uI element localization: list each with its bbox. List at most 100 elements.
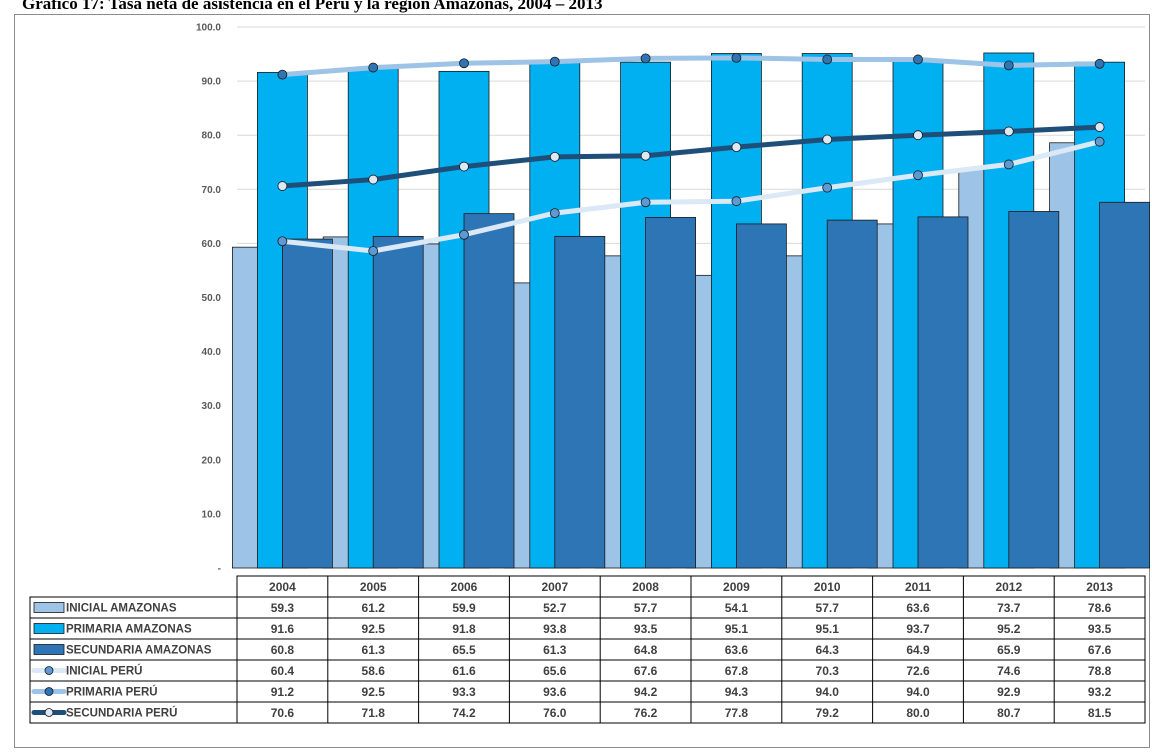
data-label: 71.8 [362,706,386,720]
point-secundaria-peru [277,181,288,191]
point-inicial-peru [1003,159,1014,170]
chart-title: Gráfico 17: Tasa neta de asistencia en e… [22,0,603,13]
data-label: 57.7 [816,601,840,615]
point-primaria-peru [368,62,379,73]
data-label: 65.5 [452,643,476,657]
data-label: 91.2 [271,685,295,699]
data-label: 61.6 [452,664,476,678]
legend-key-inicial-amazonas [33,602,65,613]
x-tick-label: 2012 [995,580,1022,594]
legend-key-secundaria-amazonas [33,644,65,655]
y-tick-label: 70.0 [202,185,222,196]
data-label: 93.2 [1088,685,1112,699]
y-tick-label: 100.0 [196,23,221,34]
bar-secundaria-amazonas [554,235,606,569]
data-label: 93.5 [1088,622,1112,636]
data-label: 80.7 [997,706,1021,720]
x-tick-label: 2013 [1086,580,1113,594]
data-label: 70.6 [271,706,295,720]
data-label: 93.3 [452,685,476,699]
point-primaria-peru [459,58,469,69]
legend-key-primaria-peru-marker [44,687,54,696]
data-label: 95.1 [816,622,840,636]
legend-key-primaria-amazonas [33,623,65,634]
bar-secundaria-amazonas [1008,211,1060,569]
data-label: 60.4 [271,664,295,678]
data-label: 67.8 [725,664,749,678]
data-label: 94.0 [906,685,930,699]
data-label: 93.8 [543,622,567,636]
data-label: 91.6 [271,622,295,636]
point-secundaria-peru [459,161,469,172]
point-primaria-peru [1003,60,1014,71]
data-label: 94.2 [634,685,658,699]
point-inicial-peru [1094,136,1105,147]
data-label: 63.6 [725,643,749,657]
data-label: 91.8 [452,622,476,636]
data-label: 65.6 [543,664,567,678]
bar-secundaria-amazonas [372,235,424,569]
data-label: 64.3 [816,643,840,657]
y-tick-label: 10.0 [202,509,222,520]
point-secundaria-peru [549,151,560,162]
data-label: 57.7 [634,601,658,615]
data-label: 59.3 [271,601,295,615]
data-label: 63.6 [906,601,930,615]
point-secundaria-peru [368,174,379,185]
bar-secundaria-amazonas [736,223,787,569]
point-inicial-peru [913,170,923,181]
table-row-label: SECUNDARIA AMAZONAS [66,645,212,657]
x-tick-label: 2011 [905,580,931,594]
data-label: 60.8 [271,643,295,657]
point-inicial-peru [277,236,288,247]
data-label: 70.3 [816,664,840,678]
data-label: 80.0 [906,706,930,720]
data-label: 74.2 [452,706,476,720]
data-label: 54.1 [725,601,749,615]
data-label: 93.5 [634,622,658,636]
data-label: 81.5 [1088,706,1112,720]
bar-secundaria-amazonas [917,216,969,569]
bar-secundaria-amazonas [463,213,515,569]
point-primaria-peru [731,52,742,63]
x-tick-label: 2004 [269,580,296,594]
data-label: 61.3 [362,643,386,657]
data-label: 59.9 [452,601,476,615]
x-tick-label: 2005 [360,580,387,594]
y-tick-label: 30.0 [202,401,222,412]
point-primaria-peru [549,56,560,67]
data-label: 52.7 [543,601,567,615]
table-row-label: PRIMARIA AMAZONAS [66,624,192,636]
point-inicial-peru [822,182,833,193]
point-primaria-peru [822,54,833,65]
y-tick-label: 20.0 [202,455,222,466]
x-tick-label: 2008 [632,580,659,594]
point-primaria-peru [277,69,288,80]
y-tick-label: 90.0 [202,77,222,88]
point-primaria-peru [640,53,651,64]
bar-secundaria-amazonas [281,238,333,569]
data-label: 78.6 [1088,601,1112,615]
point-inicial-peru [731,196,742,207]
data-label: 65.9 [997,643,1021,657]
x-tick-label: 2006 [451,580,478,594]
data-label: 92.5 [362,622,386,636]
data-label: 95.2 [997,622,1021,636]
data-label: 61.2 [362,601,386,615]
data-label: 93.7 [906,622,930,636]
y-tick-label: 40.0 [202,347,222,358]
data-label: 79.2 [816,706,840,720]
table-row-label: PRIMARIA PERÚ [66,686,158,699]
point-secundaria-peru [1094,122,1105,132]
point-secundaria-peru [640,150,651,161]
y-tick-label: - [218,564,221,575]
data-label: 67.6 [1088,643,1112,657]
data-label: 77.8 [725,706,749,720]
bar-secundaria-amazonas [1099,201,1150,569]
data-label: 72.6 [906,664,930,678]
point-inicial-peru [459,229,469,240]
data-label: 61.3 [543,643,567,657]
bar-secundaria-amazonas [826,219,878,569]
data-label: 76.0 [543,706,567,720]
data-label: 58.6 [362,664,386,678]
